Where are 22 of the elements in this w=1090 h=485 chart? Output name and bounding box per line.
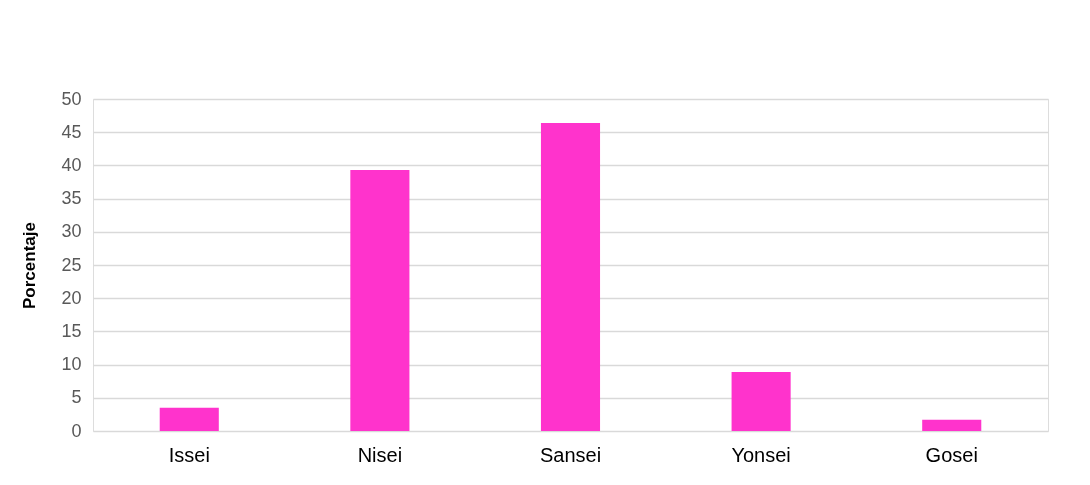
y-tick-label: 25 (61, 254, 82, 275)
bar (540, 122, 601, 431)
x-tick-label: Sansei (539, 443, 602, 466)
x-tick-label: Yonsei (731, 443, 791, 466)
y-tick-label: 10 (61, 354, 82, 375)
x-tick-label: Issei (168, 443, 210, 466)
y-tick-label: 35 (61, 188, 82, 209)
y-tick-label: 30 (61, 221, 82, 242)
bar (350, 170, 410, 431)
bar (159, 407, 219, 431)
y-tick-label: 40 (61, 154, 82, 175)
bar (731, 371, 791, 431)
y-tick-label: 20 (61, 287, 82, 308)
x-tick-label: Nisei (357, 443, 403, 466)
y-tick-label: 0 (71, 420, 82, 441)
bar (922, 419, 982, 431)
y-tick-label: 15 (61, 320, 82, 341)
y-axis-title: Porcentaje (20, 222, 40, 309)
x-tick-label: Gosei (925, 443, 978, 466)
y-tick-label: 50 (61, 88, 82, 109)
y-tick-label: 45 (61, 121, 82, 142)
y-tick-label: 5 (71, 387, 82, 408)
